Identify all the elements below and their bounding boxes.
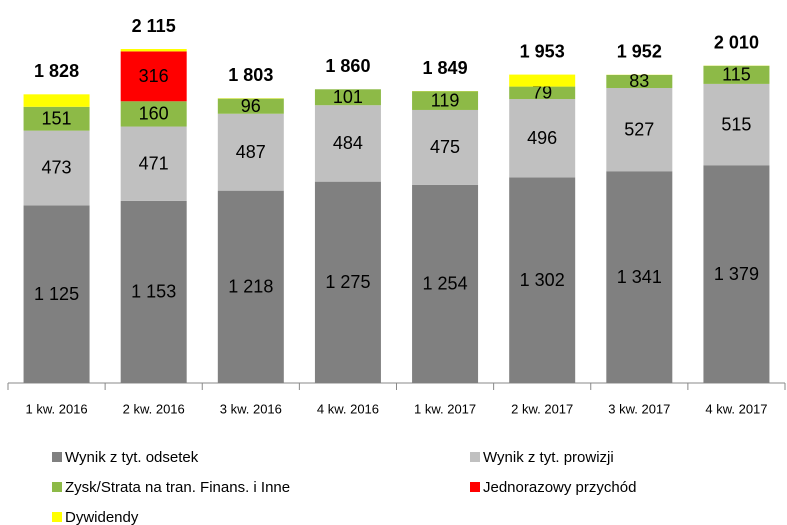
data-label: 1 379 bbox=[714, 264, 759, 284]
data-label: 1 125 bbox=[34, 284, 79, 304]
total-label: 1 952 bbox=[617, 41, 662, 61]
legend-swatch bbox=[52, 482, 62, 492]
x-tick-label: 4 kw. 2017 bbox=[705, 401, 767, 416]
data-label: 487 bbox=[236, 142, 266, 162]
bar-segment bbox=[412, 184, 479, 383]
data-label: 151 bbox=[42, 108, 72, 128]
bar-segment bbox=[314, 89, 381, 106]
legend-swatch bbox=[470, 452, 480, 462]
bar-segment bbox=[120, 200, 187, 383]
legend-label: Dywidendy bbox=[65, 509, 139, 525]
legend-swatch bbox=[470, 482, 480, 492]
bar-segment bbox=[703, 165, 770, 383]
data-label: 160 bbox=[139, 104, 169, 124]
x-tick-label: 1 kw. 2017 bbox=[414, 401, 476, 416]
data-label: 484 bbox=[333, 133, 363, 153]
data-label: 475 bbox=[430, 137, 460, 157]
data-label: 527 bbox=[624, 119, 654, 139]
x-tick-label: 4 kw. 2016 bbox=[317, 401, 379, 416]
x-tick-label: 3 kw. 2017 bbox=[608, 401, 670, 416]
bar-segment bbox=[314, 181, 381, 383]
legend-label: Wynik z tyt. odsetek bbox=[65, 449, 199, 466]
data-label: 1 153 bbox=[131, 282, 176, 302]
data-label: 1 302 bbox=[520, 270, 565, 290]
bar-segment bbox=[703, 65, 770, 84]
data-label: 79 bbox=[532, 83, 552, 103]
bar-segment bbox=[314, 105, 381, 182]
legend-swatch bbox=[52, 452, 62, 462]
bar-segment bbox=[217, 190, 284, 383]
data-label: 1 341 bbox=[617, 267, 662, 287]
legend-label: Jednorazowy przychód bbox=[483, 479, 636, 496]
bar-segment bbox=[606, 171, 673, 383]
x-tick-label: 1 kw. 2016 bbox=[25, 401, 87, 416]
data-label: 101 bbox=[333, 87, 363, 107]
total-label: 1 849 bbox=[423, 58, 468, 78]
data-label: 1 218 bbox=[228, 277, 273, 297]
bar-segment bbox=[412, 91, 479, 110]
x-tick-label: 2 kw. 2016 bbox=[123, 401, 185, 416]
total-label: 1 860 bbox=[325, 56, 370, 76]
bar-segment bbox=[703, 83, 770, 166]
bar-segment bbox=[217, 98, 284, 114]
total-label: 1 953 bbox=[520, 41, 565, 61]
data-label: 473 bbox=[42, 158, 72, 178]
legend-label: Zysk/Strata na tran. Finans. i Inne bbox=[65, 479, 290, 496]
data-label: 1 275 bbox=[325, 272, 370, 292]
bar-segment bbox=[509, 86, 576, 100]
legend-swatch bbox=[52, 512, 62, 522]
bar-segment bbox=[412, 109, 479, 185]
bar-segment bbox=[23, 106, 90, 131]
bar-segment bbox=[120, 51, 187, 102]
bar-segment bbox=[509, 99, 576, 178]
data-label: 471 bbox=[139, 153, 169, 173]
x-tick-label: 2 kw. 2017 bbox=[511, 401, 573, 416]
total-label: 1 828 bbox=[34, 61, 79, 81]
total-label: 2 115 bbox=[132, 16, 176, 36]
bar-segment bbox=[509, 177, 576, 383]
bar-segment bbox=[120, 101, 187, 127]
bar-segment bbox=[23, 130, 90, 206]
data-label: 316 bbox=[139, 66, 169, 86]
data-label: 83 bbox=[629, 71, 649, 91]
data-label: 1 254 bbox=[423, 274, 468, 294]
bar-segment bbox=[509, 74, 576, 87]
bar-segment bbox=[23, 205, 90, 383]
x-tick-label: 3 kw. 2016 bbox=[220, 401, 282, 416]
bar-segment bbox=[120, 126, 187, 201]
total-label: 1 803 bbox=[228, 65, 273, 85]
legend-label: Wynik z tyt. prowizji bbox=[483, 449, 614, 466]
total-label: 2 010 bbox=[714, 32, 759, 52]
bar-segment bbox=[120, 49, 187, 52]
bar-segment bbox=[606, 74, 673, 89]
bar-segment bbox=[23, 94, 90, 107]
data-label: 515 bbox=[721, 114, 751, 134]
data-label: 96 bbox=[241, 96, 261, 116]
data-label: 496 bbox=[527, 128, 557, 148]
bar-segment bbox=[217, 113, 284, 191]
data-label: 119 bbox=[431, 90, 460, 110]
bar-segment bbox=[606, 88, 673, 172]
data-label: 115 bbox=[722, 65, 751, 85]
